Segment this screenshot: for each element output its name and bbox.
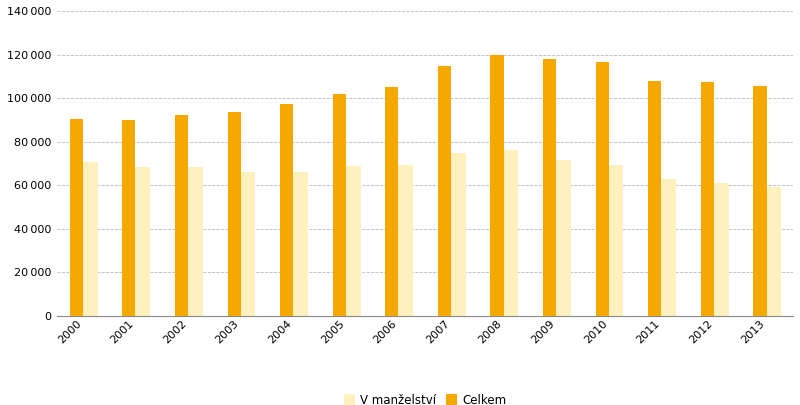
Bar [390, 164, 413, 316]
Bar [74, 162, 98, 316]
Bar [543, 59, 556, 316]
Bar [227, 112, 241, 316]
Bar [547, 160, 571, 316]
Bar [490, 55, 503, 316]
Bar [284, 172, 308, 316]
Bar [438, 66, 451, 316]
Bar [596, 62, 609, 316]
Bar [705, 183, 729, 316]
Bar [442, 153, 466, 316]
Bar [754, 86, 766, 316]
Bar [126, 167, 150, 316]
Bar [232, 172, 255, 316]
Bar [175, 115, 188, 316]
Bar [386, 87, 398, 316]
Bar [758, 188, 782, 316]
Bar [648, 81, 662, 316]
Bar [122, 120, 135, 316]
Bar [652, 179, 676, 316]
Bar [600, 164, 623, 316]
Bar [333, 94, 346, 316]
Bar [337, 166, 361, 316]
Legend: V manželství, Celkem: V manželství, Celkem [339, 389, 511, 405]
Bar [70, 119, 83, 316]
Bar [179, 167, 202, 316]
Bar [280, 104, 294, 316]
Bar [494, 150, 518, 316]
Bar [701, 82, 714, 316]
